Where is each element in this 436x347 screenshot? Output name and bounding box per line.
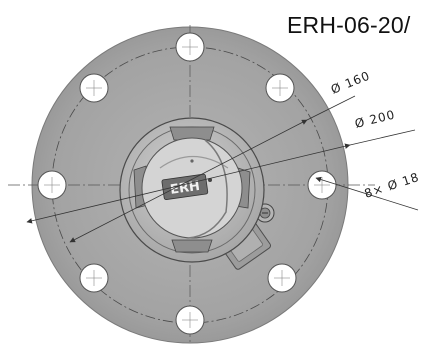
hole-leader	[315, 176, 419, 211]
od-label: Ø 200	[353, 107, 396, 131]
model-title: ERH-06-20/	[287, 12, 411, 38]
pcd-label: Ø 160	[329, 68, 372, 96]
holes-label: 8× Ø 18	[363, 170, 422, 201]
od-dimension-line	[26, 143, 351, 224]
